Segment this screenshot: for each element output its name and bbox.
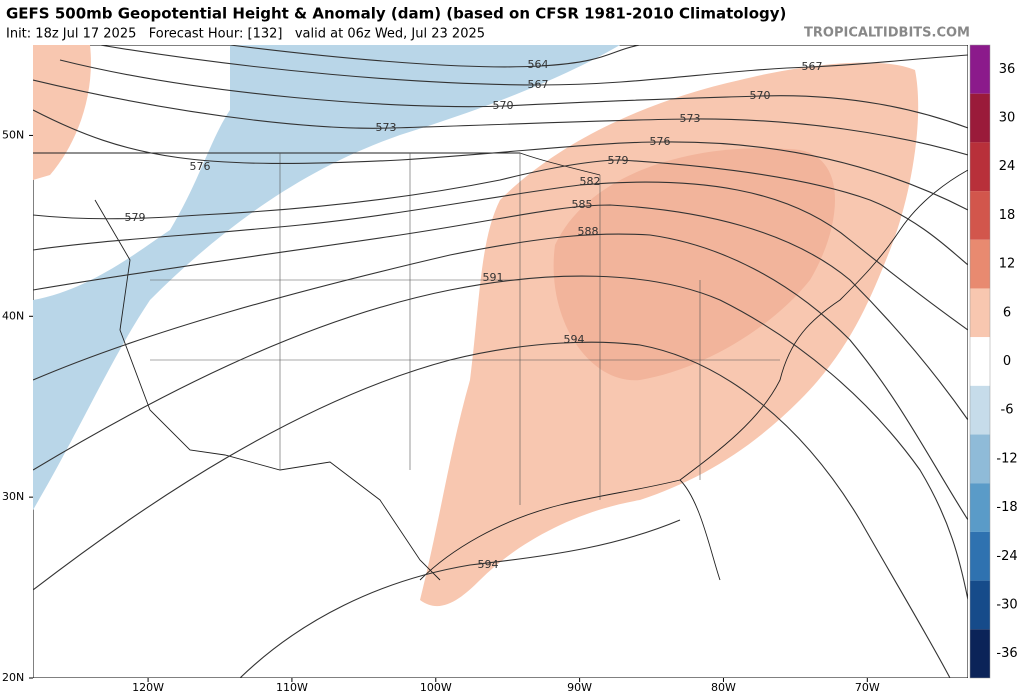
contour-label: 585 bbox=[572, 198, 593, 211]
colorbar-band bbox=[970, 531, 990, 581]
contour-label: 573 bbox=[680, 112, 701, 125]
lon-label: 120W bbox=[132, 681, 164, 694]
lat-label: 20N bbox=[2, 671, 24, 684]
colorbar-label: 18 bbox=[999, 208, 1016, 223]
colorbar-label: 0 bbox=[1003, 354, 1011, 369]
contour-label: 570 bbox=[750, 89, 771, 102]
colorbar-label: -18 bbox=[996, 500, 1017, 515]
colorbar-label: 30 bbox=[999, 111, 1016, 126]
colorbar-label: -30 bbox=[996, 597, 1017, 612]
lat-label: 40N bbox=[2, 309, 24, 322]
lat-label: 30N bbox=[2, 490, 24, 503]
contours bbox=[33, 45, 968, 678]
colorbar-frame bbox=[969, 44, 991, 679]
colorbar-label: 12 bbox=[999, 257, 1016, 272]
lon-label: 90W bbox=[567, 681, 592, 694]
contour-label: 588 bbox=[578, 225, 599, 238]
colorbar-label: -24 bbox=[996, 549, 1017, 564]
lon-label: 110W bbox=[276, 681, 308, 694]
colorbar-label: -6 bbox=[1001, 403, 1014, 418]
colorbar-band bbox=[970, 239, 990, 289]
colorbar-band bbox=[970, 580, 990, 630]
anomaly-negative bbox=[33, 45, 620, 510]
contour-label: 594 bbox=[478, 558, 499, 571]
colorbar-band bbox=[970, 45, 990, 94]
colorbar-label: 24 bbox=[999, 159, 1016, 174]
contour-label: 576 bbox=[190, 160, 211, 173]
colorbar-band bbox=[970, 191, 990, 240]
colorbar-band bbox=[970, 337, 990, 386]
contour-label: 591 bbox=[483, 271, 504, 284]
colorbar-band bbox=[970, 288, 990, 338]
colorbar-band bbox=[970, 142, 990, 192]
contour-label: 567 bbox=[802, 60, 823, 73]
subtitle: Init: 18z Jul 17 2025 Forecast Hour: [13… bbox=[6, 27, 485, 42]
colorbar-label: -12 bbox=[996, 451, 1017, 466]
borders bbox=[33, 152, 968, 581]
contour-label: 579 bbox=[125, 211, 146, 224]
anomaly-positive bbox=[33, 45, 91, 180]
colorbar-label: 36 bbox=[999, 62, 1016, 77]
lon-label: 80W bbox=[711, 681, 736, 694]
contour-label: 576 bbox=[650, 135, 671, 148]
colorbar-band bbox=[970, 483, 990, 532]
brand: TROPICALTIDBITS.COM bbox=[804, 26, 970, 41]
colorbar-band bbox=[970, 385, 990, 435]
colorbar-label: -36 bbox=[996, 646, 1017, 661]
colorbar-band bbox=[970, 629, 990, 678]
lon-label: 70W bbox=[855, 681, 880, 694]
colorbar-band bbox=[970, 93, 990, 143]
contour-label: 564 bbox=[528, 58, 549, 71]
contour-label: 582 bbox=[580, 175, 601, 188]
colorbar-band bbox=[970, 434, 990, 484]
colorbar-label: 6 bbox=[1003, 305, 1011, 320]
contour-label: 570 bbox=[493, 99, 514, 112]
map bbox=[33, 45, 968, 678]
contour-label: 594 bbox=[564, 333, 585, 346]
lat-label: 50N bbox=[2, 128, 24, 141]
lon-label: 100W bbox=[420, 681, 452, 694]
contour-label: 579 bbox=[608, 154, 629, 167]
title: GEFS 500mb Geopotential Height & Anomaly… bbox=[6, 5, 786, 23]
contour-label: 567 bbox=[528, 78, 549, 91]
contour-label: 573 bbox=[376, 121, 397, 134]
